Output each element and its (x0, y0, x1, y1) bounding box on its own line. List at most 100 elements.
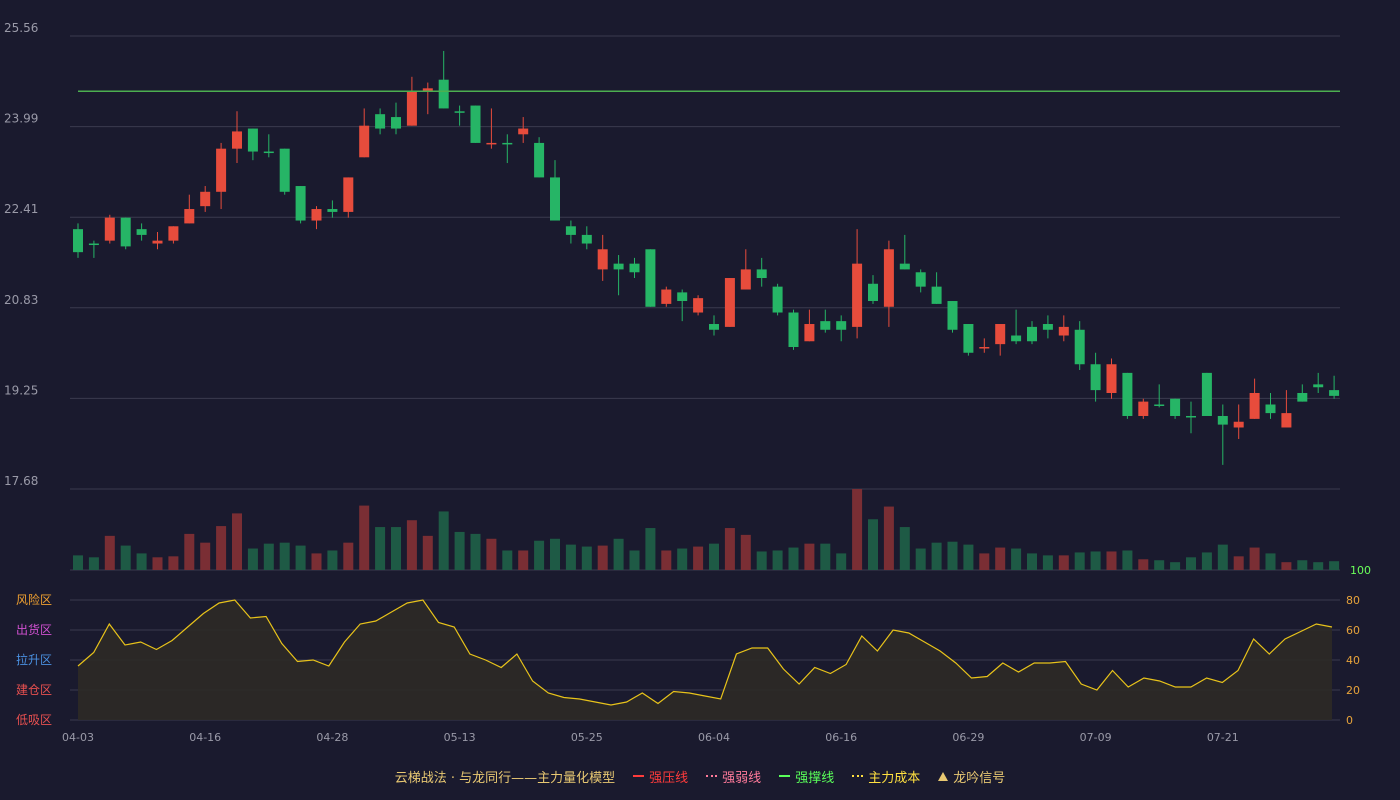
candle-body (1313, 384, 1324, 388)
volume-bar (1042, 555, 1053, 570)
volume-bar (359, 505, 370, 570)
legend-label-main-cost: 主力成本 (868, 770, 921, 786)
candle-body (168, 226, 179, 241)
candle-body (947, 301, 958, 330)
candle-body (1074, 329, 1085, 365)
volume-bar (1122, 550, 1133, 570)
legend: 云梯战法 · 与龙同行——主力量化模型 强压线 强弱线 强撑线 主力成本 龙吟信… (0, 766, 1400, 786)
volume-bar (343, 542, 354, 570)
candle-body (391, 117, 401, 129)
legend-item-strong-support[interactable]: 强撑线 (779, 767, 834, 786)
legend-swatch-strong-support (779, 775, 791, 777)
volume-bar (613, 538, 624, 570)
volume-bar (1249, 547, 1260, 570)
volume-bar (915, 548, 926, 570)
volume-bar (184, 533, 195, 570)
candle-body (756, 269, 767, 279)
candle-body (406, 91, 417, 126)
volume-bar (73, 555, 83, 570)
date-tick-label: 05-25 (571, 731, 603, 744)
legend-swatch-strong-pressure (633, 775, 645, 777)
volume-bar (836, 553, 847, 570)
volume-bar (1217, 544, 1228, 570)
date-tick-label: 04-28 (316, 731, 348, 744)
volume-bars (73, 489, 1340, 570)
zone-label: 拉升区 (16, 652, 52, 667)
date-tick-label: 07-09 (1080, 731, 1112, 744)
candle-body (73, 229, 83, 253)
candle-body (772, 286, 783, 313)
candle-body (1122, 372, 1133, 416)
volume-bar (629, 550, 640, 570)
candle-body (645, 249, 656, 307)
candle-body (136, 229, 147, 235)
legend-item-strength-line[interactable]: 强弱线 (706, 767, 761, 786)
candle-body (518, 128, 529, 135)
legend-item-dragon-signal[interactable]: 龙吟信号 (938, 767, 1005, 786)
legend-item-main-cost[interactable]: 主力成本 (852, 767, 920, 786)
candle-body (899, 263, 910, 270)
candle-body (740, 269, 751, 290)
volume-bar (899, 527, 910, 570)
price-tick-label: 22.41 (4, 202, 38, 216)
candle-body (581, 234, 592, 244)
candle-body (1042, 324, 1053, 330)
volume-bar (883, 506, 894, 570)
volume-bar (645, 528, 656, 570)
candle-body (693, 298, 704, 313)
candle-body (565, 226, 576, 235)
volume-bar (168, 556, 179, 570)
candle-body (422, 88, 433, 92)
volume-bar (518, 550, 529, 570)
candle-body (1138, 401, 1149, 416)
volume-bar (693, 546, 704, 570)
volume-bar (963, 544, 974, 570)
legend-item-strong-pressure[interactable]: 强压线 (633, 767, 688, 786)
date-axis-labels: 04-03 04-16 04-28 05-13 05-25 06-04 06-16 06-29… (62, 731, 1239, 744)
volume-bar (1074, 552, 1085, 570)
volume-bar (1170, 562, 1181, 570)
volume-bar (327, 550, 338, 570)
volume-bar (232, 513, 242, 570)
candle-body (88, 243, 99, 246)
candle-body (502, 142, 513, 145)
volume-bar (597, 545, 608, 570)
date-tick-label: 07-21 (1207, 731, 1239, 744)
candle-body (709, 324, 719, 330)
candle-body (1170, 398, 1181, 416)
candle-body (375, 114, 386, 129)
volume-bar (391, 527, 401, 570)
zone-label: 低吸区 (16, 713, 52, 727)
volume-bar (1011, 548, 1022, 570)
candle-body (534, 142, 545, 178)
candle-body (120, 217, 131, 247)
candle-body (1265, 404, 1276, 414)
candle-body (454, 111, 465, 113)
oscillator-area (78, 600, 1332, 720)
candle-body (1233, 421, 1244, 428)
volume-bar (263, 543, 274, 570)
candle-body (1281, 413, 1292, 428)
volume-bar (1297, 560, 1308, 570)
candle-body (1154, 404, 1165, 406)
candle-body (868, 283, 878, 302)
oscillator-tick-label: 40 (1346, 654, 1360, 667)
candle-body (995, 324, 1006, 345)
date-tick-label: 06-16 (825, 731, 857, 744)
candle-body (597, 249, 608, 270)
candle-body (1090, 364, 1101, 391)
volume-bar (247, 548, 258, 570)
legend-label-strong-pressure: 强压线 (649, 770, 689, 786)
candle-body (963, 324, 974, 353)
volume-bar (772, 550, 783, 570)
volume-bar (804, 543, 815, 570)
candle-body (311, 209, 322, 221)
volume-bar (820, 543, 831, 570)
volume-bar (724, 528, 735, 570)
price-tick-label: 23.99 (4, 112, 38, 126)
candle-body (852, 263, 863, 327)
date-tick-label: 04-03 (62, 731, 94, 744)
oscillator-line (77, 599, 1333, 706)
date-tick-label: 04-16 (189, 731, 221, 744)
volume-bar (152, 557, 163, 570)
